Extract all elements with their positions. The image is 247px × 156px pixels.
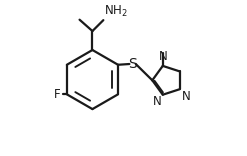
Text: N: N <box>182 90 190 103</box>
Text: N: N <box>153 95 162 108</box>
Text: N: N <box>159 50 168 63</box>
Text: NH$_2$: NH$_2$ <box>104 4 128 19</box>
Text: S: S <box>128 57 137 71</box>
Text: F: F <box>54 88 60 101</box>
